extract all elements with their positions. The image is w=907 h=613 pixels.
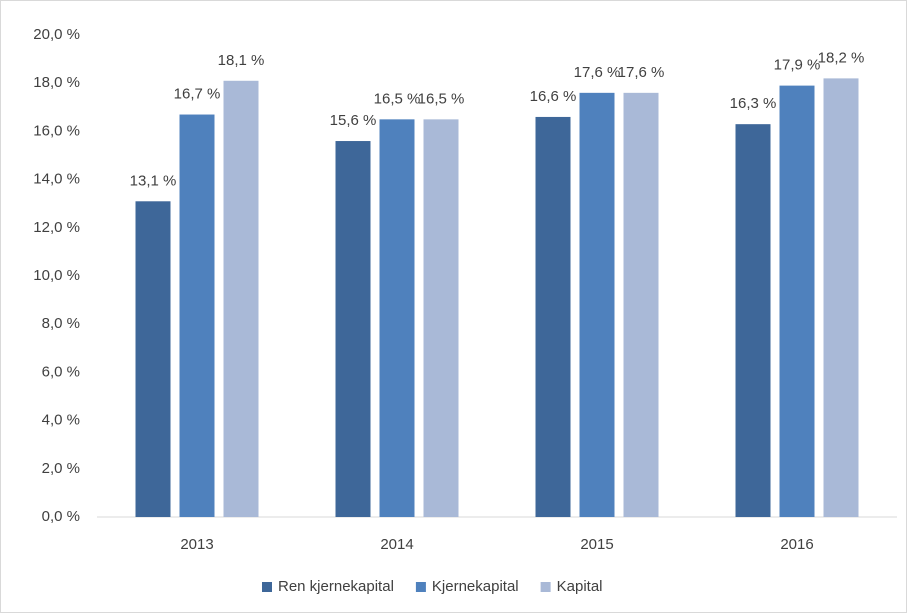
data-label: 16,7 %: [174, 85, 221, 102]
data-label: 13,1 %: [130, 172, 177, 189]
bar: [779, 85, 815, 518]
data-label: 18,1 %: [218, 52, 265, 69]
bar: [135, 201, 171, 518]
data-label: 16,3 %: [730, 95, 777, 112]
bar: [379, 119, 415, 517]
data-label: 16,5 %: [374, 90, 421, 107]
y-tick-label: 20,0 %: [33, 26, 80, 43]
data-label: 15,6 %: [330, 112, 377, 129]
y-tick-label: 16,0 %: [33, 122, 80, 139]
bar: [223, 80, 259, 517]
data-label: 17,9 %: [774, 57, 821, 74]
x-tick-label: 2016: [780, 536, 813, 553]
legend-label: Kapital: [557, 578, 603, 595]
bar: [535, 116, 571, 517]
y-tick-label: 18,0 %: [33, 74, 80, 91]
y-tick-label: 2,0 %: [42, 460, 80, 477]
y-tick-label: 4,0 %: [42, 412, 80, 429]
bar: [335, 141, 371, 518]
data-label: 17,6 %: [618, 64, 665, 81]
data-label: 16,6 %: [530, 88, 577, 105]
bar: [579, 92, 615, 517]
y-tick-label: 8,0 %: [42, 315, 80, 332]
bar: [423, 119, 459, 517]
y-tick-label: 0,0 %: [42, 508, 80, 525]
bar: [735, 124, 771, 518]
data-label: 18,2 %: [818, 49, 865, 66]
data-label: 16,5 %: [418, 90, 465, 107]
legend-swatch: [540, 582, 551, 592]
y-tick-label: 14,0 %: [33, 171, 80, 188]
y-tick-label: 12,0 %: [33, 219, 80, 236]
x-tick-label: 2014: [380, 536, 413, 553]
bar: [823, 78, 859, 517]
legend-swatch: [262, 582, 272, 592]
bar: [179, 114, 215, 517]
y-tick-label: 10,0 %: [33, 267, 80, 284]
x-tick-label: 2013: [180, 536, 213, 553]
legend-label: Kjernekapital: [432, 578, 519, 595]
y-tick-label: 6,0 %: [42, 363, 80, 380]
data-label: 17,6 %: [574, 64, 621, 81]
legend-label: Ren kjernekapital: [278, 578, 394, 595]
bar: [623, 92, 659, 517]
x-tick-label: 2015: [580, 536, 613, 553]
legend-swatch: [415, 582, 426, 592]
